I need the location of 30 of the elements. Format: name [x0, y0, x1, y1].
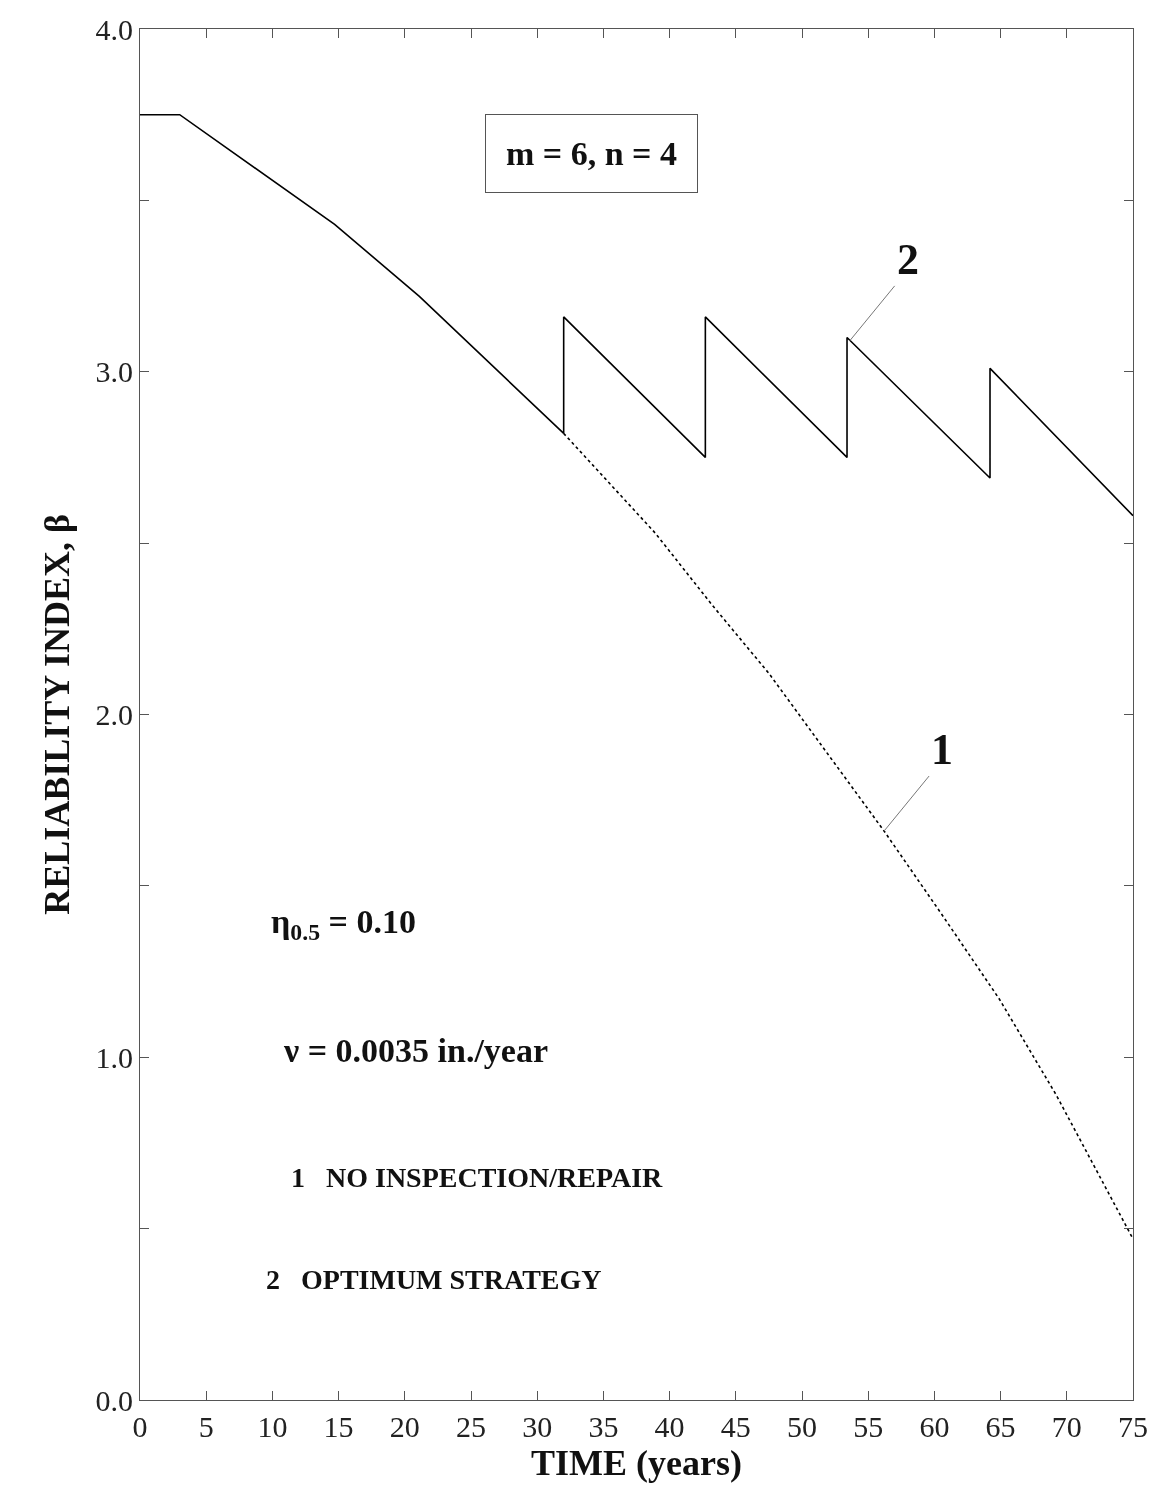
x-tick-label: 70 — [1051, 1410, 1082, 1443]
x-tick-label: 55 — [853, 1410, 884, 1443]
x-tick-label: 60 — [919, 1410, 950, 1443]
x-tick-label: 30 — [522, 1410, 553, 1443]
annotation: m = 6, n = 4 — [506, 135, 677, 172]
x-tick-label: 45 — [720, 1410, 751, 1443]
x-axis-title: TIME (years) — [531, 1443, 742, 1483]
annotation: η$_{0.5}$ = 0.10 — [271, 903, 416, 946]
x-tick-label: 15 — [323, 1410, 354, 1443]
y-tick-label: 0.0 — [95, 1383, 133, 1417]
x-tick-label: 25 — [456, 1410, 486, 1443]
y-tick-label: 4.0 — [95, 12, 133, 46]
y-tick-label: 1.0 — [95, 1040, 133, 1074]
y-tick-label: 2.0 — [95, 698, 133, 731]
x-tick-label: 75 — [1118, 1410, 1148, 1443]
y-axis-title: RELIABILITY INDEX, β — [37, 514, 78, 915]
x-tick-label: 65 — [985, 1410, 1016, 1443]
y-tick-label: 3.0 — [95, 355, 133, 389]
annotation: 2 OPTIMUM STRATEGY — [266, 1264, 602, 1295]
x-tick-label: 10 — [257, 1410, 288, 1443]
annotation: 1 — [931, 725, 953, 774]
x-tick-label: 0 — [132, 1410, 148, 1443]
x-tick-label: 35 — [588, 1410, 619, 1443]
annotation: ν = 0.0035 in./year — [283, 1032, 549, 1069]
x-tick-label: 20 — [389, 1410, 420, 1443]
x-tick-label: 5 — [198, 1410, 214, 1443]
x-tick-label: 50 — [787, 1410, 817, 1443]
annotation: 2 — [897, 235, 919, 284]
x-tick-label: 40 — [654, 1410, 685, 1443]
annotation: 1 NO INSPECTION/REPAIR — [291, 1162, 664, 1193]
